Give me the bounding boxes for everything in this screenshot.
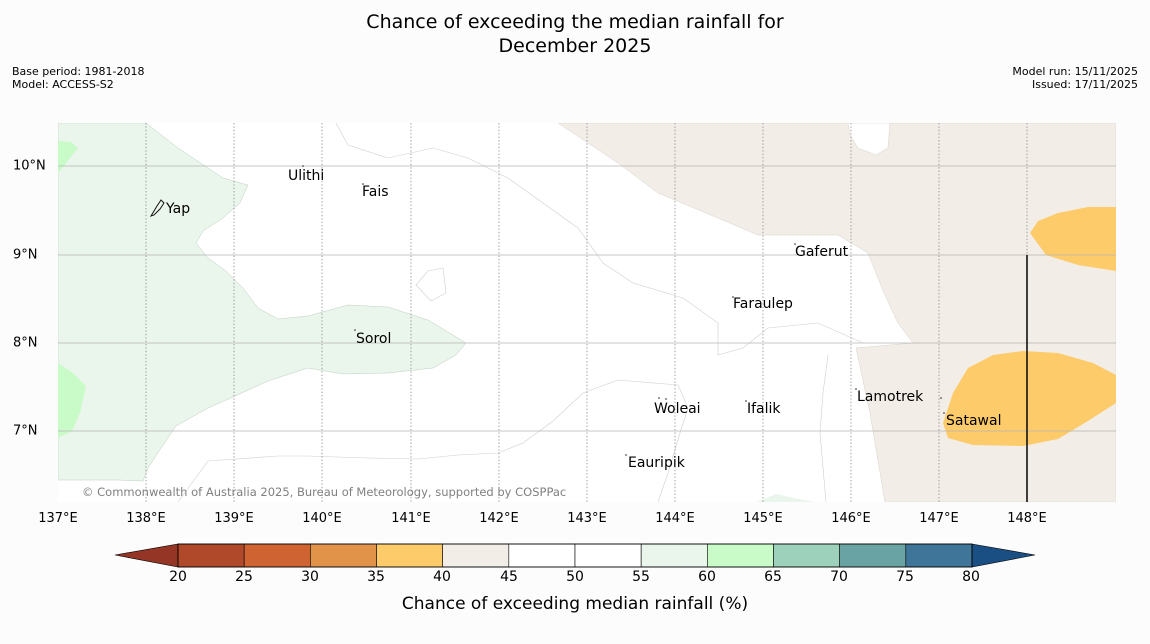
island-label-sorol: Sorol [356,331,391,347]
satawal-marker [943,412,945,414]
colorbar-tick-50: 50 [566,569,584,585]
lat-label-9n: 9°N [13,247,38,263]
latitude-gridlines [58,165,1116,432]
island-label-yap: Yap [165,201,190,217]
lon-label-140: 140°E [302,511,342,526]
colorbar-outline [177,543,973,568]
island-markers [149,165,945,456]
colorbar-segment-65-70 [773,543,840,568]
colorbar-tick-70: 70 [830,569,848,585]
lamotrek-marker [855,388,857,390]
lon-label-139: 139°E [214,511,254,526]
lon-label-138: 138°E [126,511,166,526]
colorbar-tick-35: 35 [367,569,385,585]
colorbar-tick-25: 25 [235,569,253,585]
metadata-right: Model run: 15/11/2025 Issued: 17/11/2025 [1012,65,1138,91]
colorbar-segments [177,543,973,568]
region-60-65-top [58,141,78,173]
lon-label-148: 148°E [1007,511,1047,526]
contour-lines [177,123,864,502]
colorbar-segment-45-50 [508,543,576,568]
colorbar-over-triangle [971,543,1036,568]
gaferut-marker [794,243,796,245]
colorbar-tick-65: 65 [764,569,782,585]
lon-label-137: 137°E [38,511,78,526]
island-label-satawal: Satawal [946,413,1001,429]
island-label-gaferut: Gaferut [795,244,849,260]
colorbar-label: Chance of exceeding median rainfall (%) [401,594,749,614]
lat-label-7n: 7°N [13,423,38,439]
island-label-fais: Fais [362,184,389,200]
metadata-left: Base period: 1981-2018 Model: ACCESS-S2 [12,65,144,91]
island-label-ifalik: Ifalik [747,401,781,417]
lon-label-142: 142°E [479,511,519,526]
colorbar-segment-35-40 [376,543,443,568]
colorbar-segment-55-60 [640,543,708,568]
faraulep-marker [732,296,734,298]
island-label-lamotrek: Lamotrek [857,389,924,405]
island-label-faraulep: Faraulep [733,296,793,312]
region-35-40-lower [943,351,1116,446]
colorbar-segment-30-35 [310,543,377,568]
lon-label-145: 145°E [743,511,783,526]
copyright-text: © Commonwealth of Australia 2025, Bureau… [82,485,566,499]
colorbar-segment-60-65 [707,543,774,568]
region-60-65-left [58,363,86,438]
eauripik-marker [625,454,627,456]
lamotrek-marker-2 [940,397,942,399]
colorbar-tick-80: 80 [962,569,980,585]
colorbar-tick-75: 75 [896,569,914,585]
colorbar-tick-60: 60 [698,569,716,585]
colorbar-segment-25-30 [243,543,311,568]
colorbar-tick-55: 55 [632,569,650,585]
woleai-marker-2 [665,398,667,400]
region-55-60-west [58,123,467,482]
colorbar [114,543,1036,568]
island-label-ulithi: Ulithi [288,168,324,184]
yap-island-icon [149,199,165,217]
island-label-eauripik: Eauripik [628,455,686,471]
sorol-marker [354,329,356,331]
region-notch [847,123,891,156]
lon-label-144: 144°E [655,511,695,526]
issued-text: Issued: 17/11/2025 [1031,78,1138,91]
woleai-marker [658,397,660,399]
colorbar-segment-50-55 [574,543,642,568]
colorbar-segment-20-25 [177,543,245,568]
lat-label-10n: 10°N [13,158,46,174]
model-text: Model: ACCESS-S2 [12,78,114,91]
lon-label-141: 141°E [391,511,431,526]
lon-label-143: 143°E [567,511,607,526]
ifalik-marker [745,400,747,402]
colorbar-tick-20: 20 [169,569,187,585]
colorbar-tick-45: 45 [500,569,518,585]
region-55-60-bottom [756,494,814,502]
lon-label-147: 147°E [919,511,959,526]
rainfall-map: Yap Ulithi Fais Sorol Gaferut Faraulep W… [58,123,1116,502]
colorbar-segment-75-80 [905,543,973,568]
colorbar-tick-40: 40 [433,569,451,585]
map-title-line1: Chance of exceeding the median rainfall … [366,11,784,33]
map-title-line2: December 2025 [498,35,652,57]
island-label-woleai: Woleai [654,401,701,417]
colorbar-segment-40-45 [442,543,510,568]
model-run-text: Model run: 15/11/2025 [1012,65,1138,78]
fais-marker [362,183,364,185]
ulithi-marker [302,165,304,167]
lon-label-146: 146°E [831,511,871,526]
colorbar-tick-30: 30 [301,569,319,585]
colorbar-under-triangle [114,543,179,568]
colorbar-segment-70-75 [839,543,907,568]
base-period-text: Base period: 1981-2018 [12,65,145,78]
lat-label-8n: 8°N [13,335,38,351]
